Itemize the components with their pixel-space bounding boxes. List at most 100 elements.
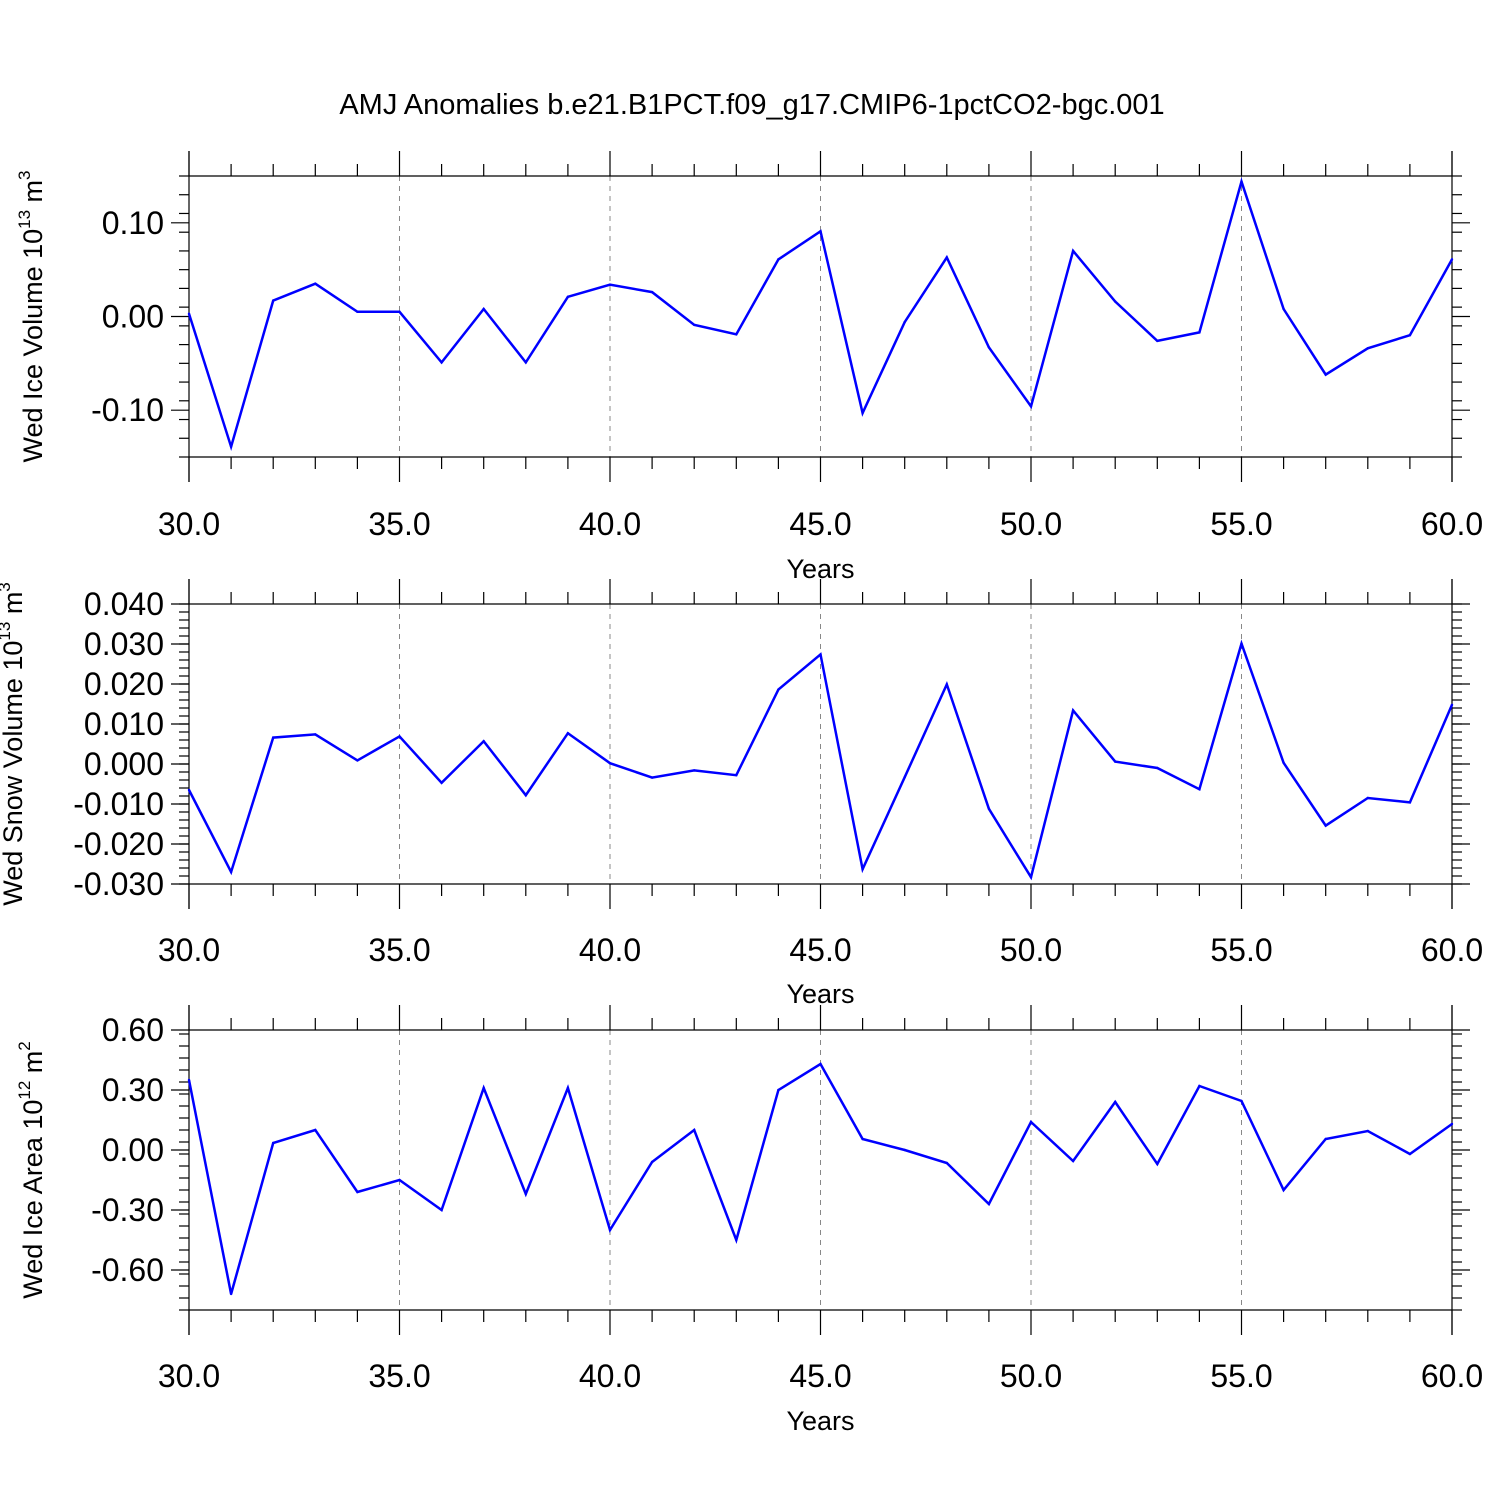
x-tick-label: 40.0 <box>579 932 641 968</box>
y-axis-label: Wed Ice Area 1012 m2 <box>15 1041 48 1299</box>
y-tick-label: 0.030 <box>84 626 164 662</box>
x-tick-label: 45.0 <box>789 932 851 968</box>
data-point <box>1366 347 1370 350</box>
data-point <box>861 868 864 871</box>
data-point <box>1450 258 1454 261</box>
data-point <box>229 445 233 448</box>
data-point <box>903 320 906 324</box>
data-point <box>398 735 401 738</box>
data-point <box>987 807 991 810</box>
data-point <box>819 1062 822 1066</box>
x-tick-label: 55.0 <box>1210 932 1272 968</box>
data-point <box>1282 761 1285 764</box>
data-point <box>945 683 948 686</box>
data-point <box>1366 1129 1370 1133</box>
data-point <box>1156 766 1159 770</box>
figure-title: AMJ Anomalies b.e21.B1PCT.f09_g17.CMIP6-… <box>339 89 1164 121</box>
data-point <box>693 323 696 327</box>
data-point <box>861 411 864 415</box>
data-point <box>1450 703 1454 706</box>
chart-panel-2: -0.030 -0.020 -0.010 0.000 0.010 0.020 0.030 0.… <box>0 579 1483 1009</box>
data-point <box>1408 801 1412 804</box>
data-point <box>566 1086 570 1090</box>
x-tick-label: 35.0 <box>368 1358 430 1394</box>
x-axis-label: Years <box>786 979 854 1009</box>
data-point <box>229 870 233 874</box>
data-point <box>566 295 570 299</box>
y-tick-label: -0.020 <box>73 826 164 862</box>
data-point <box>524 794 527 797</box>
data-point <box>1324 373 1327 376</box>
y-tick-label: 0.00 <box>102 1132 164 1168</box>
y-tick-label: 0.020 <box>84 666 164 702</box>
data-point <box>819 653 822 656</box>
data-point <box>777 258 780 261</box>
x-tick-label: 60.0 <box>1421 1358 1483 1394</box>
data-point <box>1029 876 1033 879</box>
chart-panel-3: -0.60 -0.30 0.00 0.30 0.60 30.0 35.0 40.0 45.0 50… <box>15 1005 1483 1436</box>
data-point <box>1240 642 1243 645</box>
y-axis-label: Wed Ice Volume 1013 m3 <box>15 170 48 462</box>
y-tick-label: 0.040 <box>84 586 164 622</box>
data-point <box>1282 307 1285 311</box>
data-point <box>945 1161 948 1165</box>
y-tick-label: -0.30 <box>91 1192 164 1228</box>
data-point <box>735 333 738 336</box>
data-point <box>735 774 738 777</box>
x-tick-label: 30.0 <box>158 932 220 968</box>
data-point <box>398 310 401 314</box>
x-tick-label: 50.0 <box>1000 1358 1062 1394</box>
data-point <box>1366 796 1370 800</box>
data-point <box>356 759 359 762</box>
data-point <box>524 361 527 364</box>
data-point <box>693 769 696 772</box>
data-point <box>356 310 359 314</box>
data-point <box>735 1238 738 1242</box>
y-tick-label: 0.60 <box>102 1012 164 1048</box>
x-tick-label: 45.0 <box>789 506 851 542</box>
data-point <box>314 733 317 736</box>
data-point <box>608 762 612 765</box>
y-tick-label: 0.30 <box>102 1072 164 1108</box>
data-point <box>272 736 275 739</box>
data-point <box>861 1137 864 1141</box>
data-point <box>608 283 612 286</box>
data-point <box>945 256 948 259</box>
data-point <box>1114 760 1117 763</box>
data-point <box>1450 1122 1454 1126</box>
data-point <box>1198 788 1201 791</box>
data-point <box>314 1128 317 1132</box>
data-point <box>229 1292 233 1296</box>
x-tick-label: 50.0 <box>1000 932 1062 968</box>
data-point <box>482 740 485 743</box>
data-point <box>1029 405 1033 408</box>
data-point <box>608 1228 612 1232</box>
data-point <box>819 230 822 233</box>
x-tick-label: 30.0 <box>158 506 220 542</box>
data-point <box>987 1202 991 1206</box>
data-point <box>650 290 654 294</box>
x-tick-label: 40.0 <box>579 1358 641 1394</box>
data-point <box>482 307 485 311</box>
data-point <box>1408 334 1412 337</box>
data-point <box>440 1208 443 1212</box>
data-point <box>566 732 570 735</box>
data-point <box>777 688 780 691</box>
data-point <box>693 1128 696 1132</box>
data-point <box>903 1148 906 1152</box>
data-point <box>187 312 191 315</box>
y-tick-label: -0.030 <box>73 866 164 902</box>
data-point <box>1114 300 1117 303</box>
data-point <box>987 346 991 349</box>
x-tick-label: 45.0 <box>789 1358 851 1394</box>
data-point <box>1071 1159 1075 1163</box>
y-tick-label: 0.010 <box>84 706 164 742</box>
y-tick-label: 0.000 <box>84 746 164 782</box>
data-point <box>1071 249 1075 253</box>
data-point <box>187 1078 191 1082</box>
data-point <box>1408 1152 1412 1156</box>
data-point <box>1114 1100 1117 1104</box>
data-point <box>314 282 317 285</box>
y-tick-label: -0.60 <box>91 1252 164 1288</box>
